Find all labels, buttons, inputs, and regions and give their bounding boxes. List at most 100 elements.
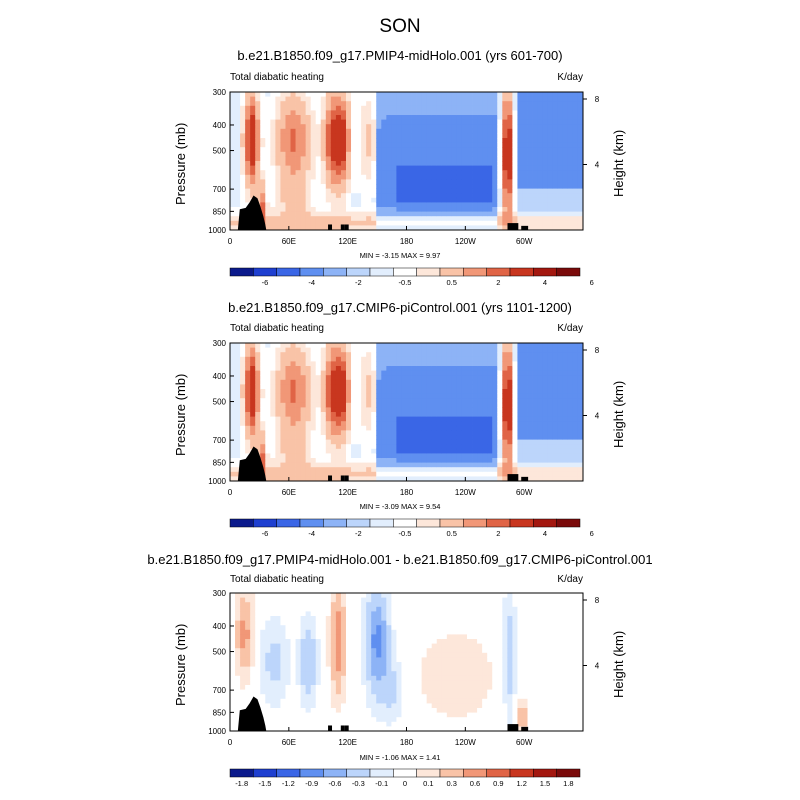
field-cell <box>366 347 372 353</box>
field-cell <box>361 416 367 422</box>
field-cell <box>325 151 332 157</box>
field-cell <box>537 119 544 125</box>
field-cell <box>441 133 448 139</box>
field-cell <box>320 662 327 667</box>
field-cell <box>240 416 246 422</box>
field-cell <box>507 161 513 166</box>
field-cell <box>290 193 296 199</box>
field-cell <box>371 165 377 171</box>
field-cell <box>361 96 367 102</box>
field-cell <box>351 448 357 454</box>
field-cell <box>280 225 286 231</box>
field-cell <box>300 361 307 367</box>
field-cell <box>381 416 387 422</box>
field-cell <box>295 119 301 125</box>
field-cell <box>295 448 301 454</box>
field-cell <box>325 421 332 427</box>
field-cell <box>366 179 372 185</box>
field-cell <box>507 197 513 203</box>
field-cell <box>381 184 387 189</box>
field-cell <box>240 606 246 612</box>
field-cell <box>482 124 488 130</box>
field-cell <box>240 393 246 399</box>
field-cell <box>512 119 518 125</box>
field-cell <box>300 643 307 649</box>
field-cell <box>542 165 549 171</box>
field-cell <box>572 193 579 199</box>
field-cell <box>532 165 539 171</box>
field-cell <box>567 96 574 102</box>
field-cell <box>260 133 266 139</box>
field-cell <box>305 174 312 180</box>
field-cell <box>230 133 236 139</box>
field-cell <box>542 110 549 116</box>
field-cell <box>305 416 312 422</box>
field-cell <box>391 384 397 390</box>
field-cell <box>325 425 332 431</box>
field-cell <box>547 156 554 162</box>
field-cell <box>376 458 382 463</box>
field-cell <box>335 620 342 626</box>
field-cell <box>285 398 291 404</box>
field-cell <box>537 133 544 139</box>
field-cell <box>391 458 397 463</box>
field-cell <box>265 407 271 413</box>
field-cell <box>315 593 322 598</box>
field-cell <box>411 161 417 166</box>
field-cell <box>441 188 448 194</box>
field-cell <box>376 184 382 189</box>
field-cell <box>477 193 483 199</box>
field-cell <box>300 379 307 385</box>
field-cell <box>552 220 559 226</box>
field-cell <box>310 151 317 157</box>
field-cell <box>532 156 539 162</box>
field-cell <box>376 165 382 171</box>
field-cell <box>467 197 473 203</box>
field-cell <box>285 597 291 603</box>
field-cell <box>562 197 569 203</box>
field-cell <box>245 124 251 130</box>
field-cell <box>345 471 352 477</box>
field-cell <box>300 124 307 130</box>
land-mask <box>344 224 349 230</box>
field-cell <box>315 625 322 631</box>
field-cell <box>517 184 523 189</box>
field-cell <box>497 124 503 130</box>
field-cell <box>532 216 539 222</box>
field-cell <box>290 161 296 166</box>
field-cell <box>345 375 352 381</box>
field-cell <box>265 629 271 635</box>
field-cell <box>446 147 453 153</box>
field-cell <box>345 379 352 385</box>
field-cell <box>451 96 458 102</box>
field-cell <box>477 179 483 185</box>
field-cell <box>547 193 554 199</box>
field-cell <box>290 188 296 194</box>
field-cell <box>265 220 271 226</box>
field-cell <box>517 110 523 116</box>
field-cell <box>386 379 392 385</box>
field-cell <box>411 92 417 97</box>
field-cell <box>280 675 286 681</box>
field-cell <box>416 92 423 97</box>
field-cell <box>492 179 498 185</box>
field-cell <box>502 101 508 107</box>
field-cell <box>295 712 301 718</box>
field-cell <box>285 471 291 477</box>
field-cell <box>542 188 549 194</box>
field-cell <box>245 147 251 153</box>
field-cell <box>245 407 251 413</box>
field-cell <box>426 170 433 176</box>
field-cell <box>482 156 488 162</box>
field-cell <box>255 666 261 672</box>
field-cell <box>245 179 251 185</box>
field-cell <box>240 671 246 677</box>
field-cell <box>230 115 236 120</box>
field-cell <box>280 207 286 212</box>
field-cell <box>557 220 564 226</box>
field-cell <box>310 643 317 649</box>
field-cell <box>345 435 352 440</box>
field-cell <box>335 708 342 713</box>
field-cell <box>547 119 554 125</box>
field-cell <box>285 629 291 635</box>
